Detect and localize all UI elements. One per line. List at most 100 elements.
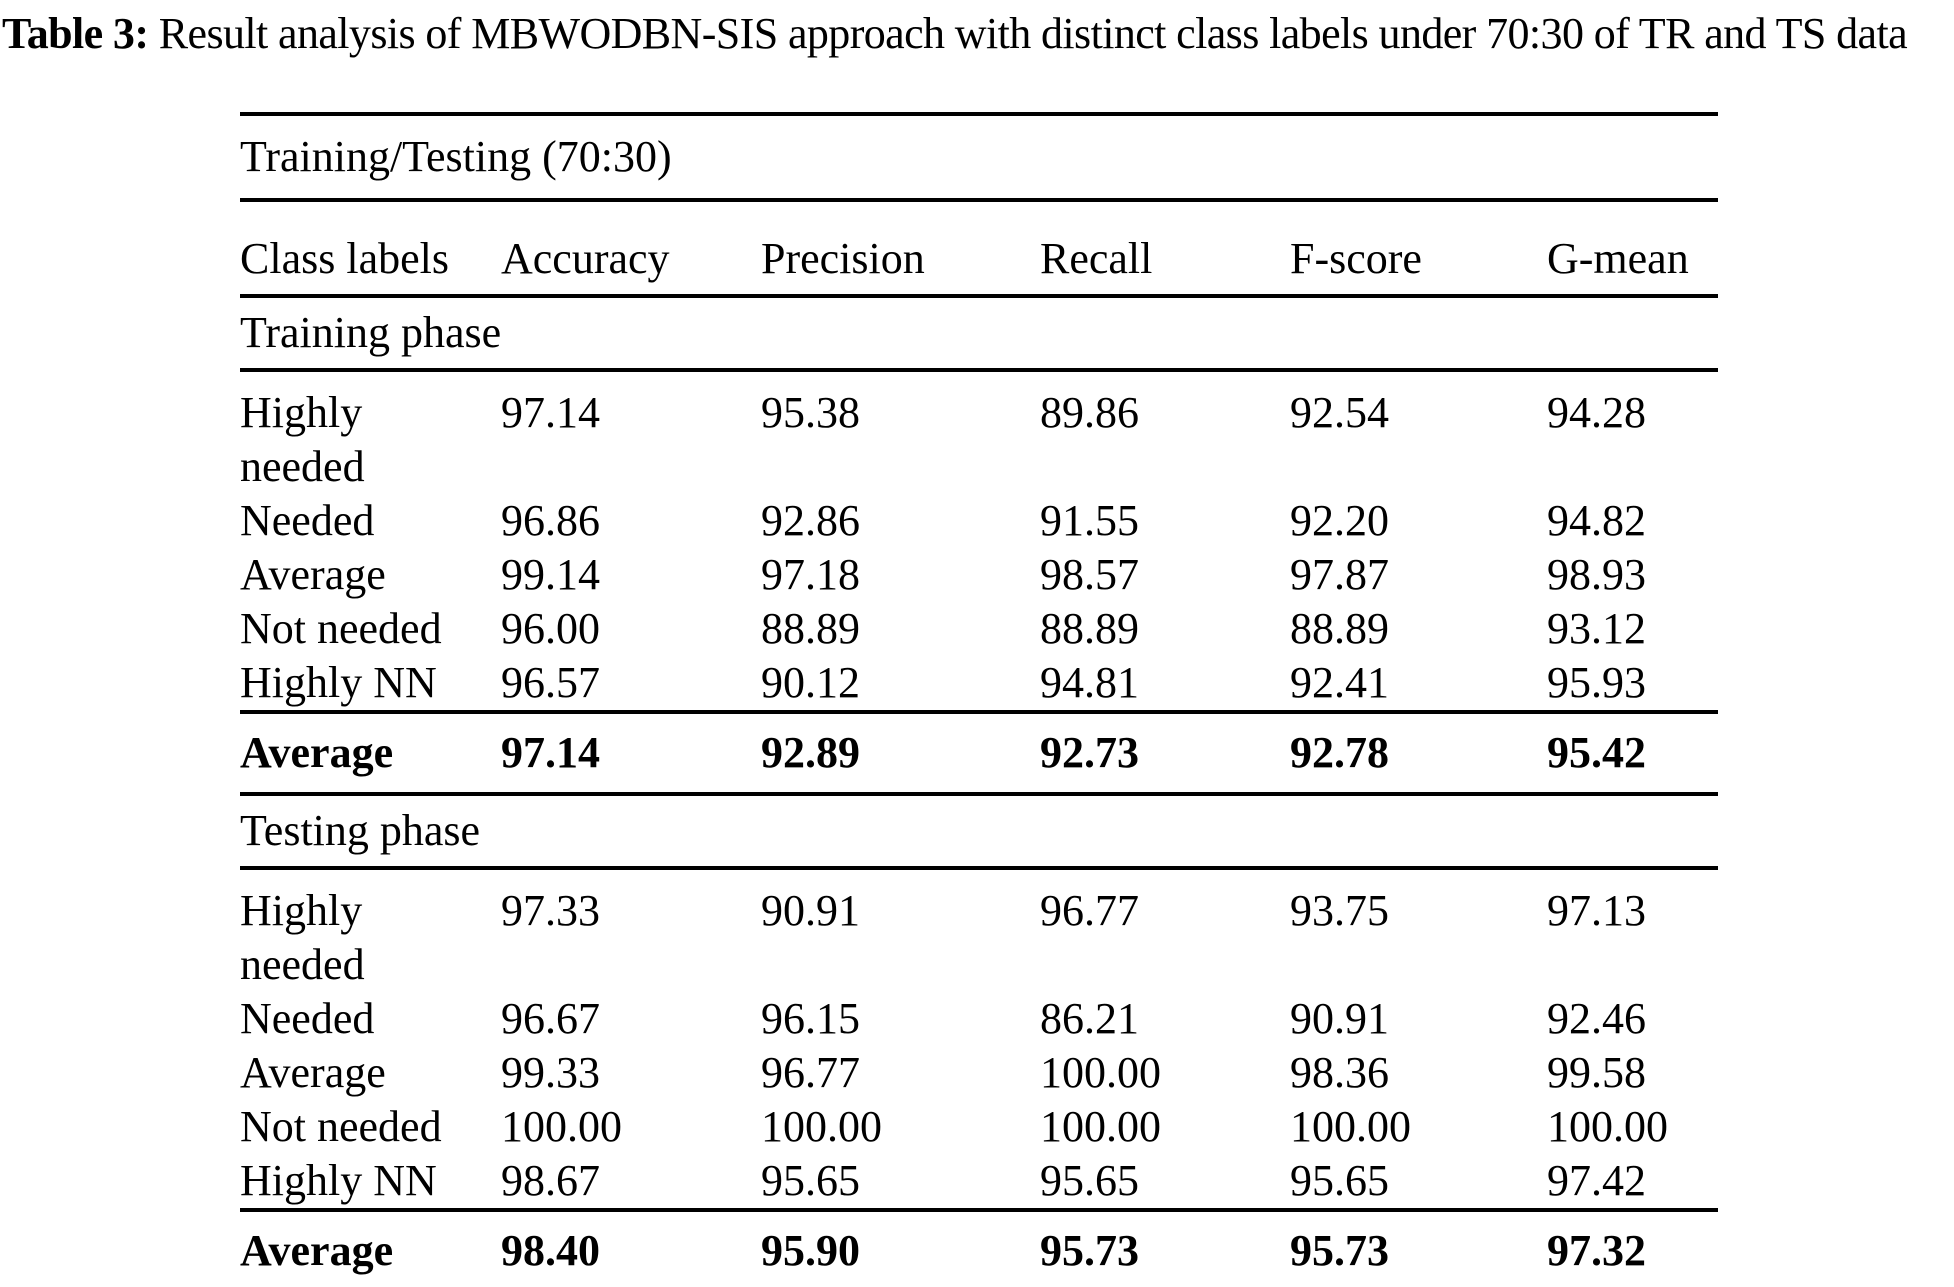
f-score-cell: 93.75 <box>1290 886 1389 935</box>
accuracy-cell: 96.67 <box>501 994 600 1043</box>
section-title: Testing phase <box>240 794 1718 870</box>
section-header-testing-phase: Testing phase <box>240 794 1718 870</box>
table-row: Needed 96.86 92.86 91.55 92.20 94.82 <box>240 494 1718 548</box>
results-table: Training/Testing (70:30) Class labels Ac… <box>240 112 1718 1287</box>
accuracy-cell: 97.14 <box>501 710 761 796</box>
class-label-cell: Average <box>240 1048 386 1097</box>
g-mean-cell: 93.12 <box>1547 604 1646 653</box>
table-row: Average 99.14 97.18 98.57 97.87 98.93 <box>240 548 1718 602</box>
g-mean-cell: 95.93 <box>1547 658 1646 707</box>
class-label-cell: Not needed <box>240 604 442 653</box>
split-ratio-header: Training/Testing (70:30) <box>240 112 1718 202</box>
g-mean-cell: 99.58 <box>1547 1048 1646 1097</box>
accuracy-cell: 97.33 <box>501 886 600 935</box>
f-score-cell: 95.65 <box>1290 1156 1389 1205</box>
g-mean-cell: 97.13 <box>1547 886 1646 935</box>
recall-cell: 100.00 <box>1040 1102 1161 1151</box>
f-score-cell: 95.73 <box>1290 1208 1547 1287</box>
recall-cell: 96.77 <box>1040 886 1139 935</box>
recall-cell: 86.21 <box>1040 994 1139 1043</box>
average-row-training: Average 97.14 92.89 92.73 92.78 95.42 <box>240 710 1718 796</box>
precision-cell: 88.89 <box>761 604 860 653</box>
recall-cell: 88.89 <box>1040 604 1139 653</box>
g-mean-cell: 98.93 <box>1547 550 1646 599</box>
table-caption: Table 3: Result analysis of MBWODBN-SIS … <box>2 2 1952 66</box>
precision-cell: 92.89 <box>761 710 1040 796</box>
section-header-training-phase: Training phase <box>240 296 1718 372</box>
f-score-cell: 92.54 <box>1290 388 1389 437</box>
table-row: Not needed 96.00 88.89 88.89 88.89 93.12 <box>240 602 1718 656</box>
recall-cell: 100.00 <box>1040 1048 1161 1097</box>
column-header-g-mean: G-mean <box>1547 200 1718 298</box>
class-label-cell: Not needed <box>240 1102 442 1151</box>
column-header-class-labels: Class labels <box>240 200 501 298</box>
column-header-f-score: F-score <box>1290 200 1547 298</box>
table-row: Needed 96.67 96.15 86.21 90.91 92.46 <box>240 992 1718 1046</box>
class-label-cell: Needed <box>240 994 375 1043</box>
class-label-cell: Average <box>240 550 386 599</box>
class-label-cell: Highly NN <box>240 658 437 707</box>
g-mean-cell: 94.28 <box>1547 388 1646 437</box>
class-label-cell: Average <box>240 1208 501 1287</box>
precision-cell: 95.90 <box>761 1208 1040 1287</box>
precision-cell: 95.38 <box>761 388 860 437</box>
accuracy-cell: 100.00 <box>501 1102 622 1151</box>
g-mean-cell: 100.00 <box>1547 1102 1668 1151</box>
table-caption-text: Result analysis of MBWODBN-SIS approach … <box>148 9 1908 58</box>
recall-cell: 89.86 <box>1040 388 1139 437</box>
recall-cell: 92.73 <box>1040 710 1290 796</box>
precision-cell: 92.86 <box>761 496 860 545</box>
f-score-cell: 92.41 <box>1290 658 1389 707</box>
table-row: Highly NN 98.67 95.65 95.65 95.65 97.42 <box>240 1154 1718 1210</box>
column-header-precision: Precision <box>761 200 1040 298</box>
accuracy-cell: 99.33 <box>501 1048 600 1097</box>
g-mean-cell: 95.42 <box>1547 710 1718 796</box>
f-score-cell: 98.36 <box>1290 1048 1389 1097</box>
f-score-cell: 88.89 <box>1290 604 1389 653</box>
precision-cell: 96.77 <box>761 1048 860 1097</box>
class-label-cell: Needed <box>240 496 375 545</box>
accuracy-cell: 98.67 <box>501 1156 600 1205</box>
column-header-row: Class labels Accuracy Precision Recall F… <box>240 200 1718 298</box>
section-title: Training phase <box>240 296 1718 372</box>
precision-cell: 96.15 <box>761 994 860 1043</box>
recall-cell: 94.81 <box>1040 658 1139 707</box>
g-mean-cell: 97.42 <box>1547 1156 1646 1205</box>
f-score-cell: 92.20 <box>1290 496 1389 545</box>
recall-cell: 91.55 <box>1040 496 1139 545</box>
precision-cell: 95.65 <box>761 1156 860 1205</box>
accuracy-cell: 96.00 <box>501 604 600 653</box>
precision-cell: 97.18 <box>761 550 860 599</box>
g-mean-cell: 92.46 <box>1547 994 1646 1043</box>
class-label-cell: Highly needed <box>240 388 365 491</box>
recall-cell: 95.73 <box>1040 1208 1290 1287</box>
column-header-accuracy: Accuracy <box>501 200 761 298</box>
table-row: Highly needed 97.14 95.38 89.86 92.54 94… <box>240 370 1718 494</box>
accuracy-cell: 96.57 <box>501 658 600 707</box>
table-row: Not needed 100.00 100.00 100.00 100.00 1… <box>240 1100 1718 1154</box>
accuracy-cell: 97.14 <box>501 388 600 437</box>
f-score-cell: 90.91 <box>1290 994 1389 1043</box>
recall-cell: 98.57 <box>1040 550 1139 599</box>
average-row-testing: Average 98.40 95.90 95.73 95.73 97.32 <box>240 1208 1718 1287</box>
table-number-label: Table 3: <box>2 9 149 58</box>
recall-cell: 95.65 <box>1040 1156 1139 1205</box>
accuracy-cell: 96.86 <box>501 496 600 545</box>
accuracy-cell: 99.14 <box>501 550 600 599</box>
class-label-cell: Highly NN <box>240 1156 437 1205</box>
table-row: Average 99.33 96.77 100.00 98.36 99.58 <box>240 1046 1718 1100</box>
class-label-cell: Average <box>240 710 501 796</box>
table-row: Highly needed 97.33 90.91 96.77 93.75 97… <box>240 868 1718 992</box>
f-score-cell: 92.78 <box>1290 710 1547 796</box>
f-score-cell: 100.00 <box>1290 1102 1411 1151</box>
f-score-cell: 97.87 <box>1290 550 1389 599</box>
table-row: Highly NN 96.57 90.12 94.81 92.41 95.93 <box>240 656 1718 712</box>
precision-cell: 100.00 <box>761 1102 882 1151</box>
g-mean-cell: 94.82 <box>1547 496 1646 545</box>
class-label-cell: Highly needed <box>240 886 365 989</box>
precision-cell: 90.12 <box>761 658 860 707</box>
precision-cell: 90.91 <box>761 886 860 935</box>
accuracy-cell: 98.40 <box>501 1208 761 1287</box>
split-ratio-header-row: Training/Testing (70:30) <box>240 112 1718 202</box>
column-header-recall: Recall <box>1040 200 1290 298</box>
